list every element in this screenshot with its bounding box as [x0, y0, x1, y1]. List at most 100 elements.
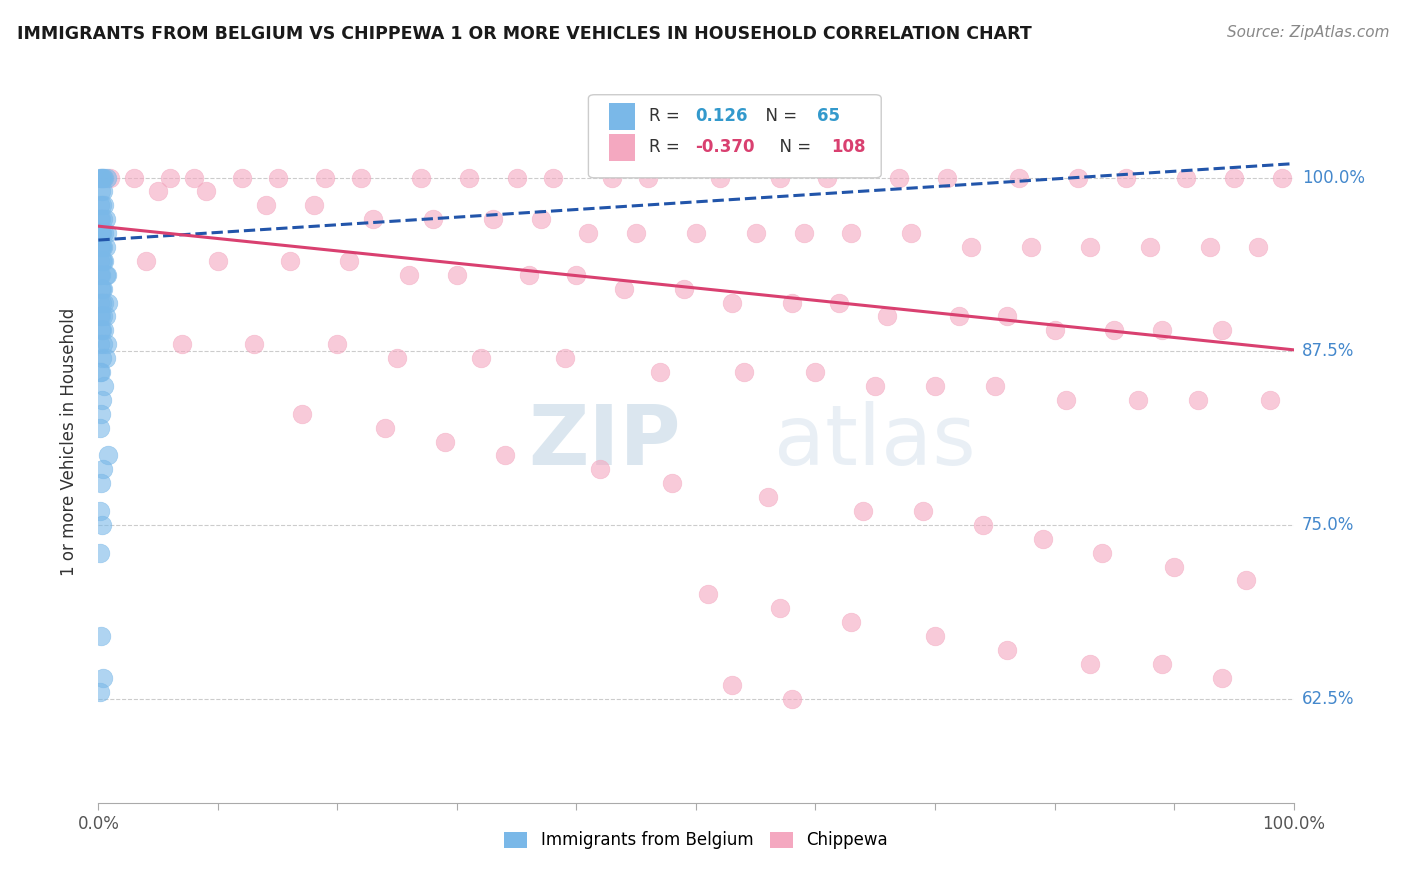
Point — [97, 449, 120, 463]
Y-axis label: 1 or more Vehicles in Household: 1 or more Vehicles in Household — [59, 308, 77, 575]
Text: ZIP: ZIP — [529, 401, 681, 482]
Point — [924, 629, 946, 643]
Point — [1080, 657, 1102, 671]
Text: 108: 108 — [831, 138, 866, 156]
Point — [374, 420, 396, 434]
Point — [530, 212, 553, 227]
Point — [1152, 323, 1174, 337]
Text: IMMIGRANTS FROM BELGIUM VS CHIPPEWA 1 OR MORE VEHICLES IN HOUSEHOLD CORRELATION : IMMIGRANTS FROM BELGIUM VS CHIPPEWA 1 OR… — [17, 25, 1032, 43]
Point — [89, 254, 111, 268]
Point — [565, 268, 588, 282]
Point — [183, 170, 205, 185]
Point — [685, 226, 707, 240]
Point — [541, 170, 564, 185]
Point — [91, 254, 114, 268]
Text: 0.126: 0.126 — [695, 107, 747, 126]
Point — [756, 490, 779, 504]
Point — [697, 587, 720, 601]
Point — [98, 170, 122, 185]
Point — [91, 212, 114, 227]
Point — [89, 268, 111, 282]
Point — [900, 226, 922, 240]
Point — [91, 282, 114, 296]
Point — [90, 268, 112, 282]
Point — [90, 212, 112, 227]
Point — [363, 212, 385, 227]
Point — [841, 226, 863, 240]
Point — [90, 310, 112, 324]
Point — [1187, 392, 1209, 407]
Point — [159, 170, 181, 185]
Point — [91, 392, 114, 407]
Point — [780, 691, 803, 706]
Bar — [609, 134, 636, 161]
Point — [91, 337, 114, 351]
Point — [673, 282, 696, 296]
Point — [89, 684, 111, 698]
Point — [995, 643, 1018, 657]
Point — [768, 601, 790, 615]
Point — [97, 295, 120, 310]
Point — [91, 170, 114, 185]
Point — [1115, 170, 1137, 185]
Point — [1043, 323, 1066, 337]
Point — [89, 504, 111, 518]
Point — [422, 212, 444, 227]
Point — [124, 170, 146, 185]
Point — [93, 170, 115, 185]
Point — [91, 170, 114, 185]
Point — [984, 379, 1007, 393]
Point — [231, 170, 253, 185]
Text: 100.0%: 100.0% — [1302, 169, 1365, 186]
Point — [828, 295, 851, 310]
Point — [302, 198, 325, 212]
Point — [780, 295, 803, 310]
Point — [90, 365, 112, 379]
Text: N =: N = — [755, 107, 801, 126]
Point — [90, 629, 112, 643]
Point — [96, 170, 118, 185]
Point — [93, 295, 115, 310]
Point — [815, 170, 838, 185]
Point — [89, 212, 111, 227]
Point — [91, 254, 114, 268]
Point — [89, 337, 111, 351]
Point — [93, 379, 115, 393]
Text: 87.5%: 87.5% — [1302, 343, 1354, 360]
Text: N =: N = — [769, 138, 817, 156]
Point — [90, 185, 112, 199]
Point — [768, 170, 790, 185]
Point — [91, 295, 114, 310]
Point — [995, 310, 1018, 324]
Point — [135, 254, 157, 268]
Point — [350, 170, 373, 185]
Point — [93, 323, 115, 337]
Point — [481, 212, 505, 227]
Point — [267, 170, 290, 185]
Text: -0.370: -0.370 — [695, 138, 754, 156]
Point — [195, 185, 218, 199]
Point — [91, 462, 114, 476]
Point — [911, 504, 934, 518]
Point — [434, 434, 457, 449]
Point — [972, 517, 994, 532]
Point — [90, 226, 112, 240]
Point — [470, 351, 492, 366]
Point — [1152, 657, 1174, 671]
Point — [94, 310, 117, 324]
Point — [96, 337, 118, 351]
Text: atlas: atlas — [773, 401, 976, 482]
Point — [709, 170, 731, 185]
Point — [1080, 240, 1102, 254]
Point — [517, 268, 540, 282]
Point — [91, 323, 114, 337]
Point — [91, 517, 114, 532]
Point — [96, 226, 118, 240]
Point — [1223, 170, 1246, 185]
Point — [793, 226, 815, 240]
Point — [91, 226, 114, 240]
Point — [1211, 323, 1233, 337]
Point — [1091, 546, 1114, 560]
Text: R =: R = — [650, 138, 685, 156]
Point — [93, 198, 115, 212]
